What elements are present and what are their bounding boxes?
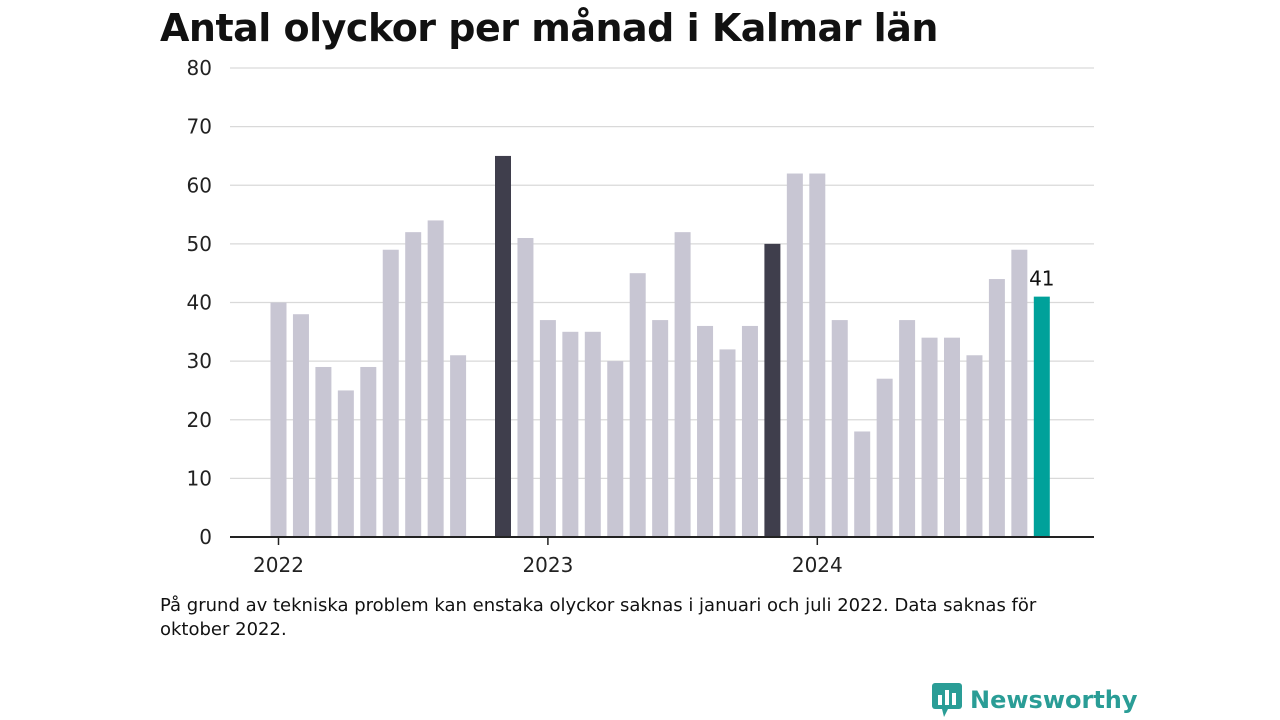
footnote: På grund av tekniska problem kan enstaka… (160, 595, 1037, 640)
bar (337, 390, 354, 537)
bar (652, 320, 669, 537)
bar (427, 220, 444, 538)
x-tick-label: 2024 (792, 553, 843, 577)
bar (1011, 249, 1028, 538)
y-tick-label: 10 (187, 466, 212, 490)
bar (786, 173, 803, 537)
bar-chart-speech-bubble-icon (932, 683, 962, 717)
bar (270, 302, 287, 537)
bars (270, 155, 1050, 538)
brand-name: Newsworthy (970, 686, 1138, 714)
bar (674, 232, 691, 537)
bar (607, 361, 624, 537)
bar (831, 320, 848, 537)
data-labels: 41 (1029, 267, 1054, 291)
bar (292, 314, 309, 537)
bar (405, 232, 422, 537)
bar (495, 155, 511, 537)
bar (315, 366, 332, 537)
y-tick-label: 20 (187, 408, 212, 432)
y-tick-label: 80 (187, 56, 212, 80)
bar (562, 331, 579, 537)
bar (629, 273, 646, 537)
bar (382, 249, 399, 538)
y-tick-label: 60 (187, 173, 212, 197)
bar (921, 337, 938, 537)
x-tick-label: 2022 (253, 553, 304, 577)
y-tick-label: 70 (187, 115, 212, 139)
y-tick-label: 50 (187, 232, 212, 256)
data-label-latest: 41 (1029, 267, 1054, 291)
brand-logo[interactable]: Newsworthy (932, 683, 1138, 717)
bar (360, 366, 377, 537)
bar (876, 378, 893, 537)
y-tick-label: 40 (187, 291, 212, 315)
chart-title: Antal olyckor per månad i Kalmar län (160, 6, 938, 50)
bar (697, 325, 714, 537)
bar (809, 173, 826, 537)
bar (966, 355, 983, 537)
y-axis-ticks: 0 10 20 30 40 50 60 70 80 (187, 56, 212, 549)
bar-chart: 0 10 20 30 40 50 60 70 80 41 2022 2023 2024 (187, 56, 1094, 577)
x-axis-ticks: 2022 2023 2024 (253, 537, 843, 577)
bar (988, 279, 1005, 537)
bar (584, 331, 601, 537)
bar (539, 320, 556, 537)
y-tick-label: 0 (199, 525, 212, 549)
bar (854, 431, 871, 537)
bar (899, 320, 916, 537)
bar (719, 349, 736, 537)
bar (741, 325, 758, 537)
bar (1033, 296, 1050, 537)
x-tick-label: 2023 (522, 553, 573, 577)
y-tick-label: 30 (187, 349, 212, 373)
bar (450, 355, 467, 537)
bar (517, 238, 534, 537)
bar (944, 337, 960, 537)
bar (764, 243, 781, 537)
